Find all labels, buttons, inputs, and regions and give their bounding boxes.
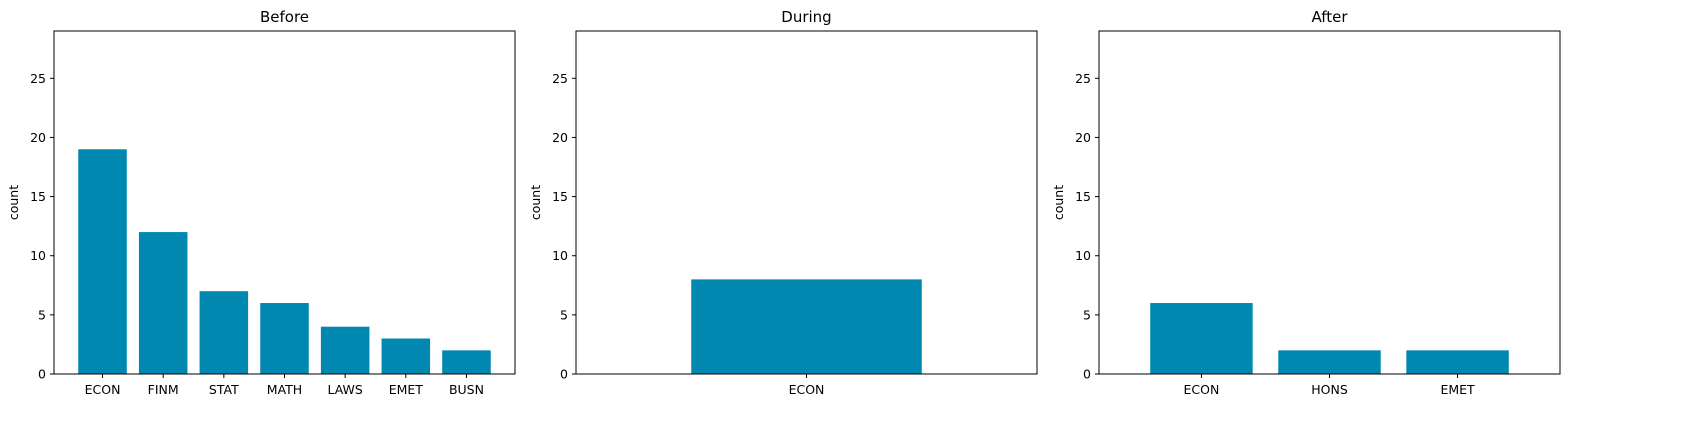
y-tick-label: 0 bbox=[560, 367, 568, 382]
bar-laws bbox=[320, 326, 370, 374]
y-tick-label: 10 bbox=[1075, 248, 1091, 263]
chart-panel-3: ECON HONS EMET 0 5 10 15 20 25 After count bbox=[1051, 8, 1561, 397]
y-tick-label: 20 bbox=[552, 130, 568, 145]
x-tick-label: LAWS bbox=[327, 382, 362, 397]
y-tick-label: 20 bbox=[1075, 130, 1091, 145]
chart-title: Before bbox=[260, 8, 309, 26]
x-tick-label: EMET bbox=[1440, 382, 1475, 397]
bar-busn bbox=[442, 350, 491, 374]
bar-econ bbox=[78, 149, 127, 374]
axes-frame bbox=[575, 30, 1038, 375]
y-tick-label: 0 bbox=[1083, 367, 1091, 382]
bar-math bbox=[260, 303, 309, 374]
y-tick-label: 15 bbox=[1075, 189, 1091, 204]
bar-econ bbox=[1150, 303, 1253, 374]
chart-panel-1: ECON FINM STAT MATH LAWS EMET BUSN 0 5 10 15 20 25 Be… bbox=[6, 8, 516, 397]
bar-emet bbox=[1406, 350, 1509, 374]
axes-frame bbox=[1098, 30, 1561, 375]
x-tick-label: EMET bbox=[389, 382, 424, 397]
y-axis-label: count bbox=[6, 185, 21, 220]
y-tick-label: 15 bbox=[552, 189, 568, 204]
y-tick-label: 25 bbox=[1075, 71, 1091, 86]
y-tick-label: 25 bbox=[552, 71, 568, 86]
bar-econ bbox=[691, 279, 922, 374]
x-tick-label: HONS bbox=[1311, 382, 1348, 397]
x-tick-label: ECON bbox=[789, 382, 825, 397]
x-tick-label: STAT bbox=[209, 382, 239, 397]
bar-emet bbox=[381, 338, 431, 374]
x-tick-label: ECON bbox=[1184, 382, 1220, 397]
y-tick-label: 5 bbox=[560, 307, 568, 322]
x-tick-label: BUSN bbox=[449, 382, 484, 397]
x-tick-label: FINM bbox=[148, 382, 179, 397]
bar-finm bbox=[138, 232, 188, 374]
y-tick-label: 10 bbox=[30, 248, 46, 263]
y-axis-label: count bbox=[1051, 185, 1066, 220]
chart-panel-2: ECON 0 5 10 15 20 25 During count bbox=[528, 8, 1038, 397]
bar-stat bbox=[199, 291, 249, 374]
y-tick-label: 5 bbox=[1083, 307, 1091, 322]
y-tick-label: 5 bbox=[38, 307, 46, 322]
chart-title: After bbox=[1311, 8, 1348, 26]
axes-frame bbox=[53, 30, 516, 375]
chart-title: During bbox=[781, 8, 831, 26]
y-tick-label: 20 bbox=[30, 130, 46, 145]
x-tick-label: MATH bbox=[267, 382, 302, 397]
bar-hons bbox=[1278, 350, 1381, 374]
y-tick-label: 0 bbox=[38, 367, 46, 382]
y-tick-label: 15 bbox=[30, 189, 46, 204]
y-axis-label: count bbox=[528, 185, 543, 220]
y-tick-label: 10 bbox=[552, 248, 568, 263]
x-tick-label: ECON bbox=[85, 382, 121, 397]
y-tick-label: 25 bbox=[30, 71, 46, 86]
